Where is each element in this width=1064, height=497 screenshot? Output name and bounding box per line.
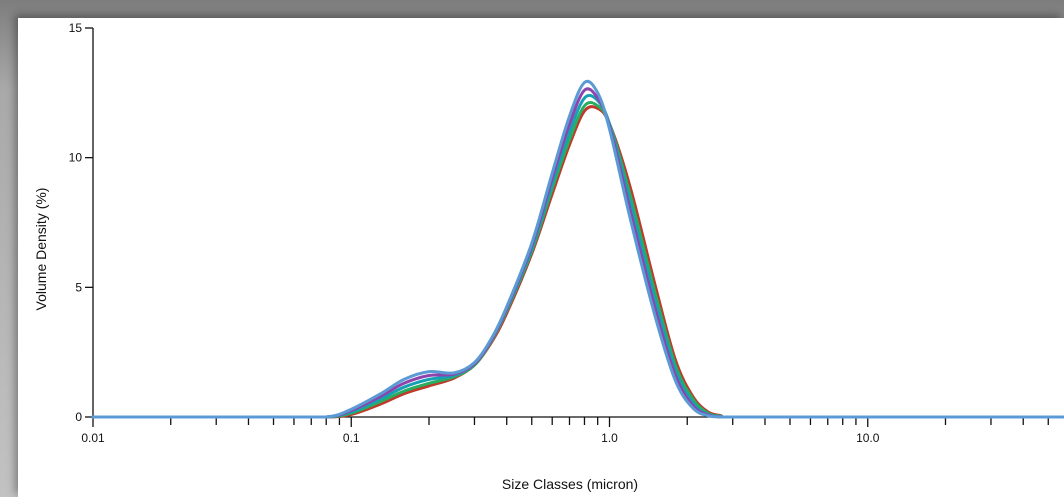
y-tick-label: 10 [69,151,83,165]
series-line-5 [91,79,1064,419]
x-tick-label: 0.01 [81,431,105,445]
series-line-4 [91,87,1064,419]
series-line-2 [91,101,1064,419]
y-tick-label: 5 [75,280,82,294]
x-tick-label: 10.0 [856,431,880,445]
x-tick-label: 0.1 [343,431,360,445]
chart-series-layer [91,79,1064,419]
x-axis-title: Size Classes (micron) [502,476,638,492]
y-tick-label: 15 [69,21,83,35]
x-tick-label: 1.0 [601,431,618,445]
y-tick-label: 0 [75,410,82,424]
series-line-3 [91,93,1064,419]
y-axis-title: Volume Density (%) [33,188,49,311]
series-line-1 [91,105,1064,419]
